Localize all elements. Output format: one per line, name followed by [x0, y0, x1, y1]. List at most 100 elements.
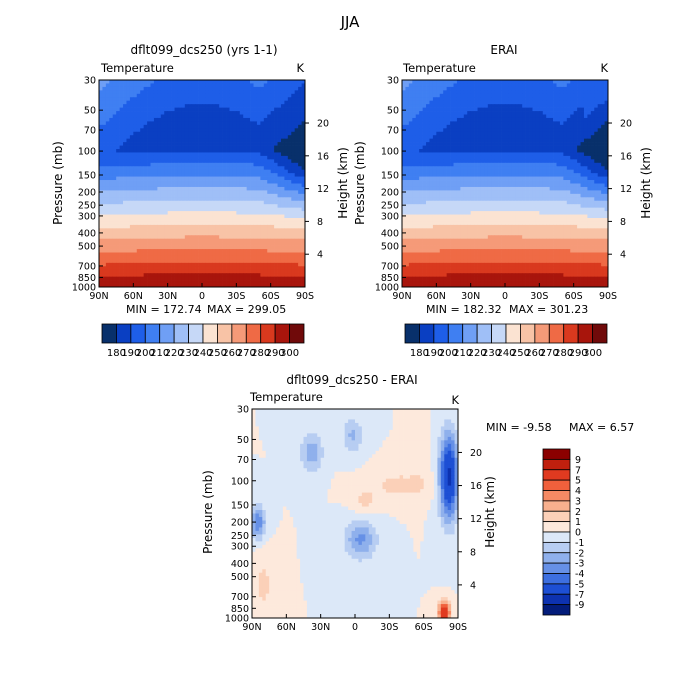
field-cell: [291, 104, 296, 108]
field-cell: [133, 190, 138, 195]
field-cell: [590, 128, 595, 133]
field-cell: [140, 180, 144, 184]
field-cell: [553, 80, 557, 84]
field-cell: [157, 259, 162, 264]
field-cell: [177, 280, 182, 284]
field-cell: [301, 93, 306, 98]
field-cell: [202, 83, 206, 88]
field-cell: [480, 135, 485, 139]
field-cell: [453, 86, 458, 91]
field-cell: [542, 117, 547, 122]
field-cell: [408, 124, 413, 129]
field-cell: [446, 152, 451, 157]
field-cell: [105, 190, 110, 195]
field-cell: [294, 100, 299, 105]
field-cell: [284, 214, 289, 219]
field-cell: [195, 235, 199, 240]
field-cell: [153, 224, 158, 229]
field-cell: [453, 117, 458, 122]
field-cell: [267, 80, 272, 84]
field-cell: [274, 259, 278, 264]
field-cell: [105, 214, 110, 219]
field-cell: [160, 214, 165, 219]
field-cell: [570, 114, 575, 119]
field-cell: [511, 117, 516, 122]
field-cell: [253, 204, 258, 208]
field-cell: [443, 97, 447, 102]
field-cell: [535, 149, 540, 153]
field-cell: [280, 180, 285, 184]
field-cell: [198, 86, 203, 91]
field-cell: [436, 80, 441, 84]
field-cell: [294, 197, 299, 202]
field-cell: [256, 104, 261, 108]
field-cell: [412, 131, 417, 136]
field-cell: [566, 149, 571, 153]
field-cell: [549, 138, 554, 143]
field-cell: [229, 93, 234, 98]
field-cell: [177, 173, 182, 177]
field-cell: [147, 200, 151, 205]
field-cell: [501, 93, 506, 98]
field-cell: [160, 104, 165, 108]
field-cell: [583, 97, 588, 102]
field-cell: [229, 231, 234, 236]
field-cell: [119, 262, 124, 267]
field-cell: [456, 131, 461, 136]
field-cell: [253, 214, 258, 219]
field-cell: [126, 131, 131, 136]
field-cell: [604, 124, 609, 129]
field-cell: [143, 280, 148, 284]
field-cell: [177, 149, 182, 153]
field-cell: [446, 135, 451, 139]
field-cell: [280, 269, 285, 274]
field-cell: [136, 266, 141, 271]
field-cell: [215, 221, 220, 226]
field-cell: [219, 183, 223, 188]
field-cell: [505, 111, 509, 115]
field-cell: [253, 107, 258, 112]
field-cell: [232, 273, 237, 277]
field-cell: [556, 80, 561, 84]
field-cell: [532, 83, 537, 88]
field-cell: [277, 107, 282, 112]
field-cell: [243, 93, 247, 98]
field-cell: [150, 135, 155, 139]
field-cell: [284, 252, 289, 257]
field-cell: [532, 114, 537, 119]
field-cell: [112, 100, 117, 105]
field-cell: [284, 149, 289, 153]
field-cell: [243, 135, 247, 139]
field-cell: [102, 207, 107, 212]
field-cell: [195, 266, 199, 271]
field-cell: [112, 200, 117, 205]
field-cell: [99, 138, 103, 143]
field-cell: [198, 152, 203, 157]
field-cell: [212, 93, 217, 98]
field-cell: [215, 231, 220, 236]
field-cell: [236, 224, 241, 229]
field-cell: [226, 180, 230, 184]
field-cell: [274, 90, 278, 95]
field-cell: [153, 197, 158, 202]
field-cell: [443, 93, 447, 98]
field-cell: [171, 190, 175, 195]
field-cell: [153, 152, 158, 157]
field-cell: [153, 173, 158, 177]
field-cell: [160, 135, 165, 139]
field-cell: [215, 107, 220, 112]
field-cell: [294, 238, 299, 243]
field-cell: [456, 90, 461, 95]
field-cell: [157, 155, 162, 160]
field-cell: [570, 124, 575, 129]
field-cell: [419, 97, 423, 102]
field-cell: [140, 107, 144, 112]
field-cell: [133, 262, 138, 267]
field-cell: [453, 107, 458, 112]
field-cell: [412, 138, 417, 143]
field-cell: [226, 200, 230, 205]
field-cell: [532, 142, 537, 146]
field-cell: [215, 262, 220, 267]
field-cell: [226, 86, 230, 91]
field-cell: [294, 83, 299, 88]
